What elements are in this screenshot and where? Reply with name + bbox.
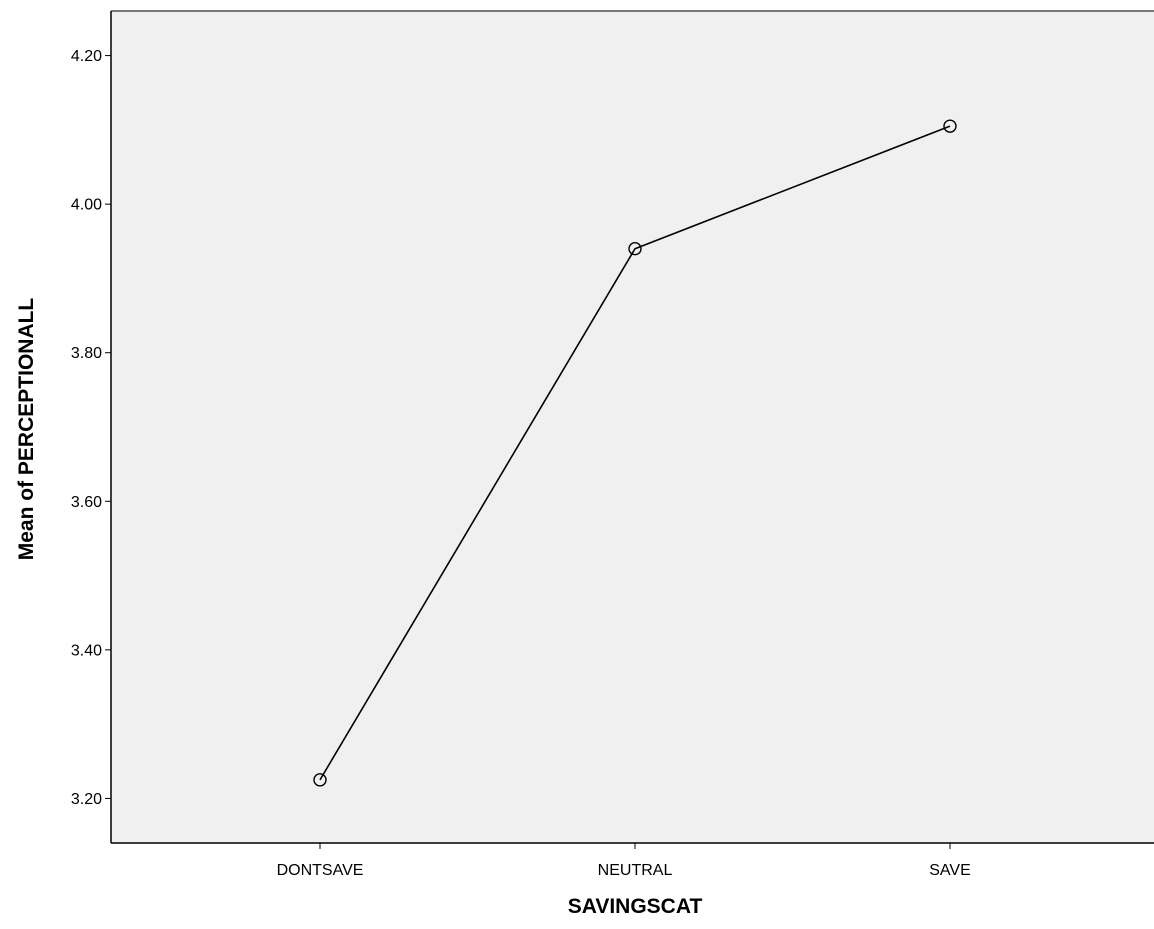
y-tick-label: 4.20 <box>71 48 102 65</box>
plot-frame <box>110 10 1154 844</box>
y-tick-label: 3.40 <box>71 642 102 659</box>
y-tick-label: 3.20 <box>71 791 102 808</box>
y-tick-label: 3.80 <box>71 345 102 362</box>
plot-area <box>111 11 1154 843</box>
x-tick-label: SAVE <box>929 862 971 879</box>
series-layer <box>313 119 957 787</box>
y-axis-title: Mean of PERCEPTIONALL <box>15 298 38 561</box>
data-point <box>313 773 327 787</box>
data-point <box>628 242 642 256</box>
x-axis: DONTSAVE NEUTRAL SAVE <box>277 843 971 879</box>
y-tick-label: 4.00 <box>71 197 102 214</box>
x-tick-label: NEUTRAL <box>598 862 673 879</box>
y-tick-label: 3.60 <box>71 494 102 511</box>
data-point <box>943 119 957 133</box>
series-line <box>319 125 951 781</box>
y-axis: 3.20 3.40 3.60 3.80 4.00 4.20 <box>71 48 111 808</box>
x-axis-title: SAVINGSCAT <box>568 895 703 918</box>
x-tick-label: DONTSAVE <box>277 862 364 879</box>
